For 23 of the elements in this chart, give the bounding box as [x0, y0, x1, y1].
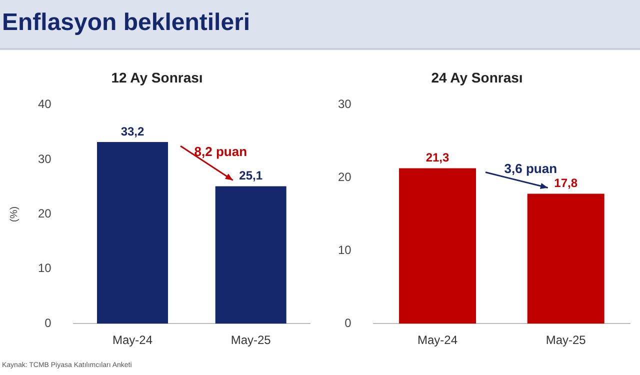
x-tick-label: May-25 [230, 333, 272, 348]
text: Enflasyon beklentileri [2, 9, 250, 37]
annotation: 3,6 puan [504, 161, 558, 176]
annotation: 8,2 puan [194, 144, 248, 160]
y-axis-title: (%) [8, 206, 20, 222]
chart-title: 12 Ay Sonrası [111, 69, 203, 86]
y-tick-label: 30 [38, 152, 52, 166]
x-tick-label: May-24 [418, 333, 458, 348]
y-tick-label: 0 [344, 316, 352, 330]
y-tick-label: 10 [38, 261, 52, 276]
y-tick-label: 0 [44, 316, 52, 330]
y-tick-label: 20 [38, 206, 52, 221]
x-tick-label: May-24 [112, 333, 153, 348]
chart-title: 24 Ay Sonrası [431, 69, 523, 86]
y-tick-label: 30 [338, 97, 352, 112]
y-tick-label: 40 [38, 97, 52, 112]
data-label: 25,1 [239, 168, 263, 183]
y-tick-label: 10 [338, 242, 352, 257]
data-label: 17,8 [554, 176, 578, 190]
x-tick-label: May-25 [546, 333, 586, 348]
data-label: 33,2 [120, 124, 145, 138]
y-tick-label: 20 [338, 170, 352, 184]
data-label: 21,3 [426, 150, 450, 165]
